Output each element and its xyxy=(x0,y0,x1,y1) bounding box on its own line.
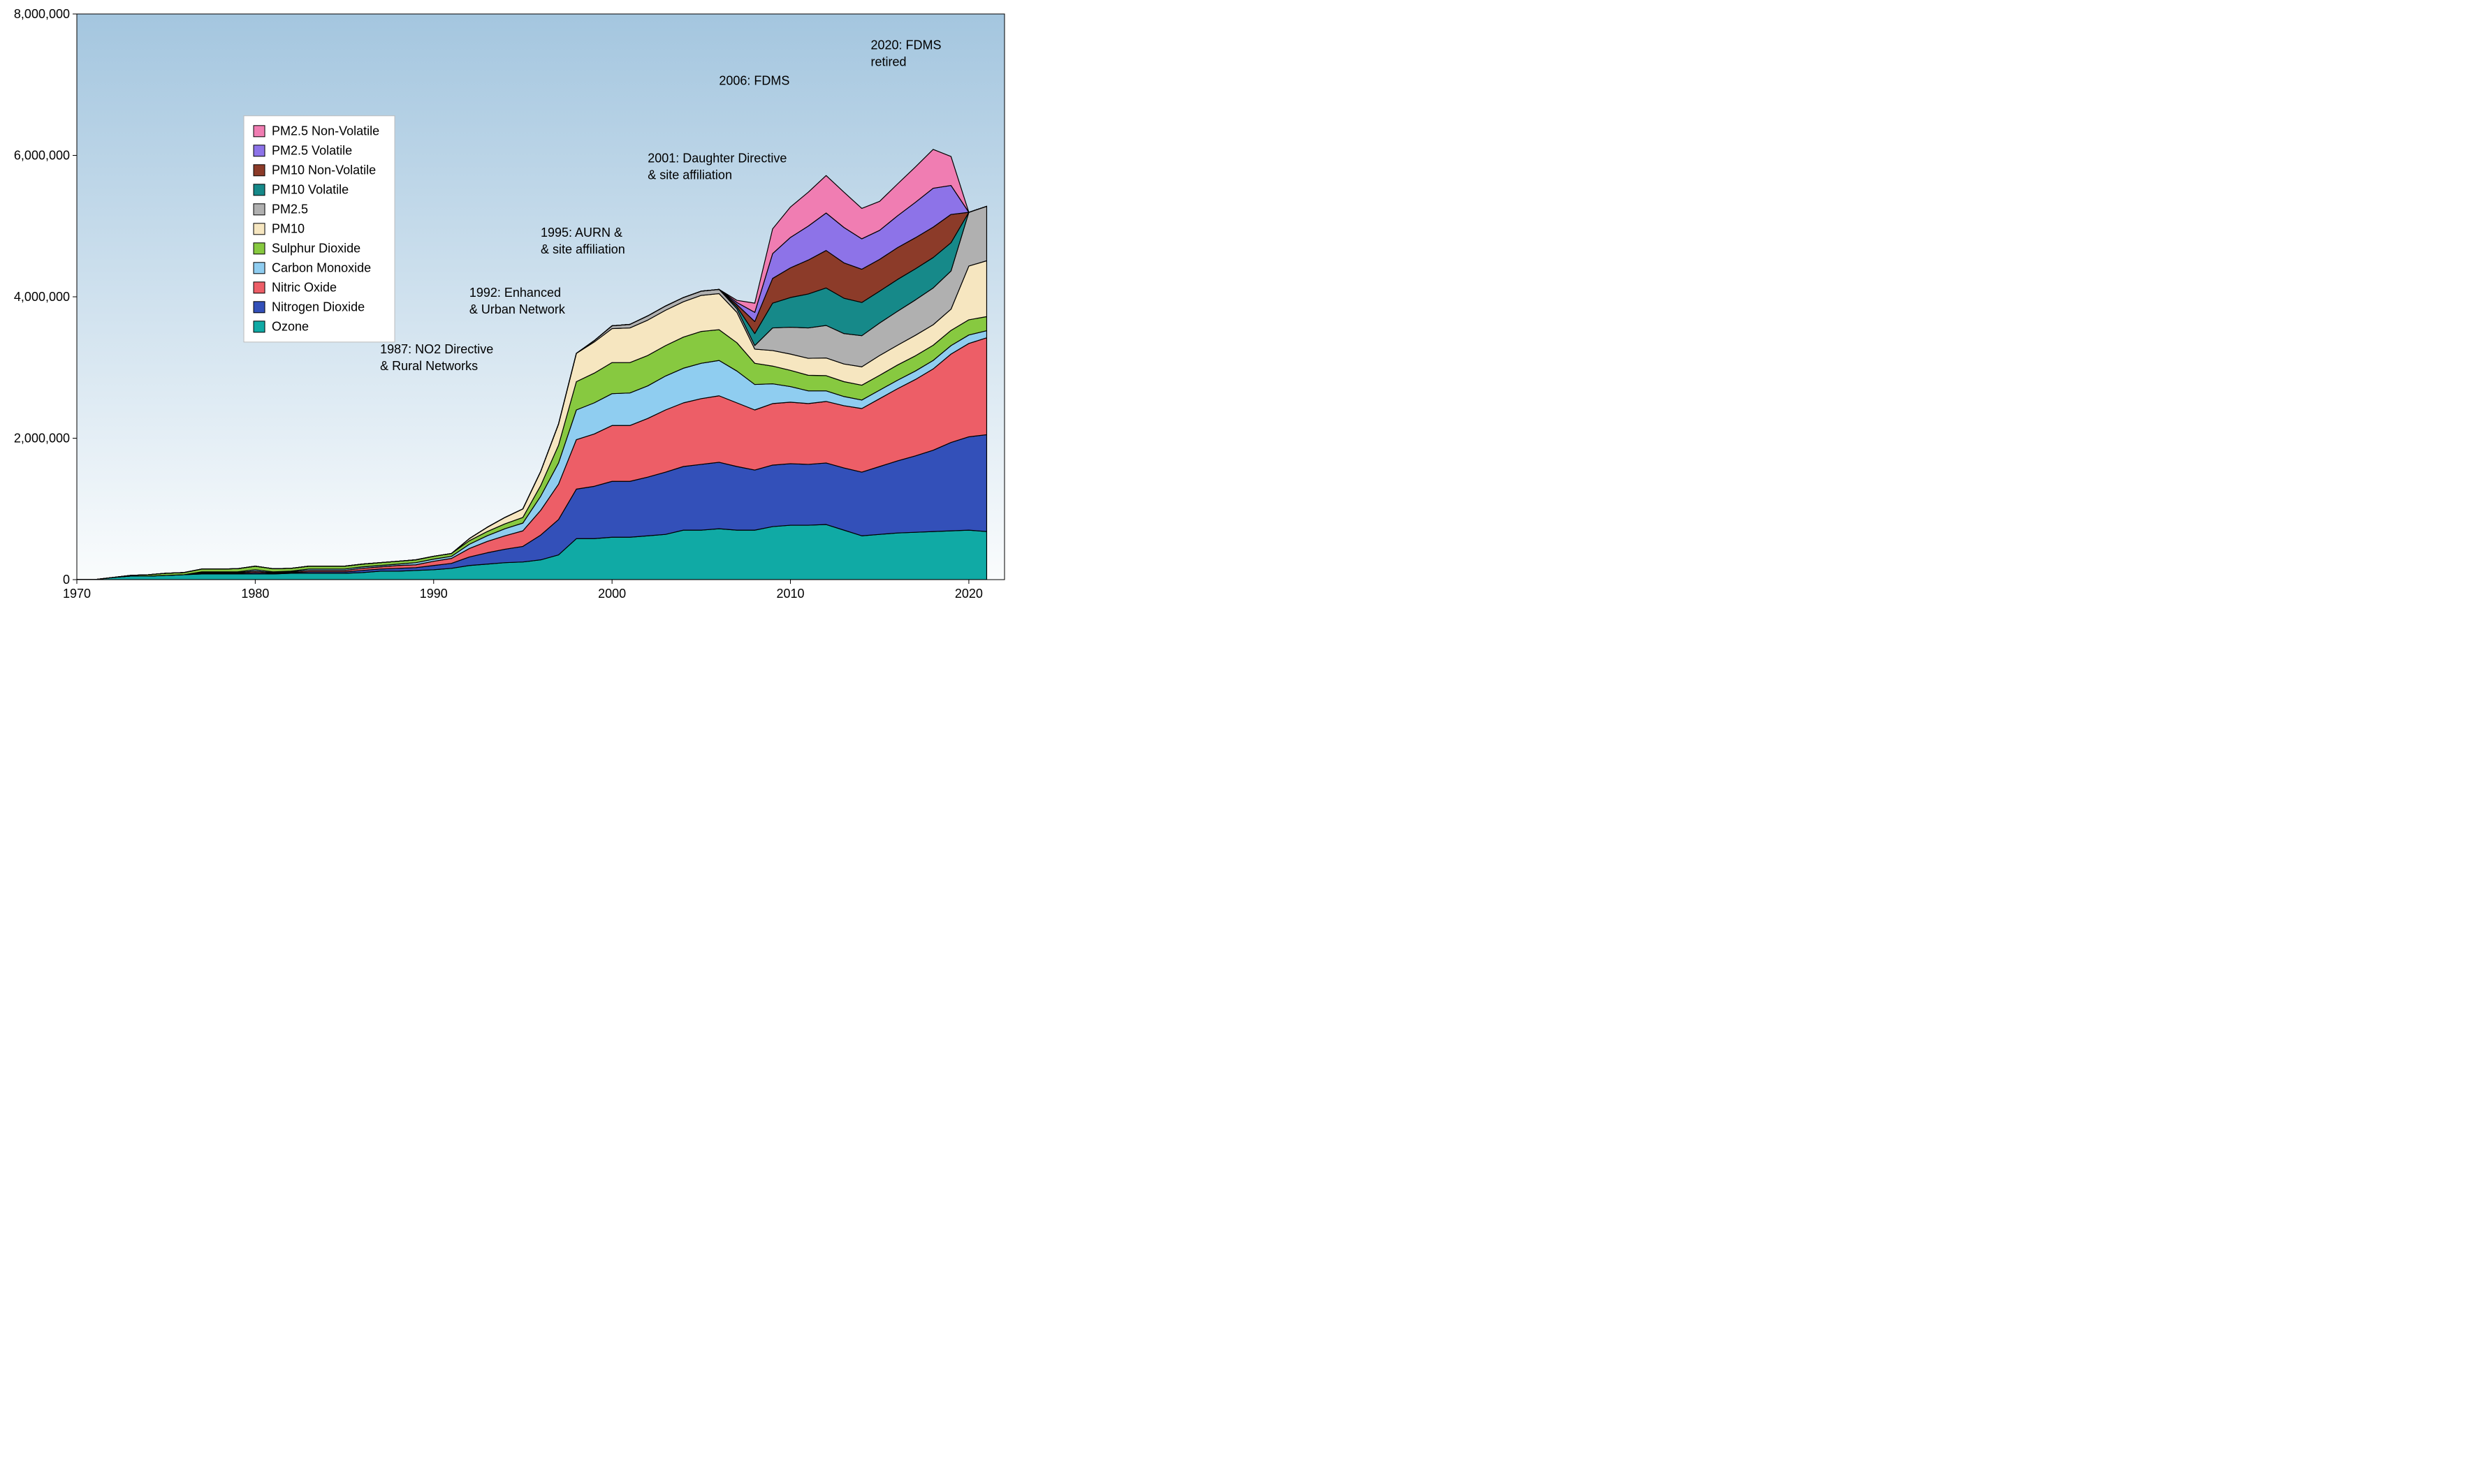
annotation-line: retired xyxy=(870,55,906,69)
x-tick-label: 1990 xyxy=(420,587,448,601)
annotation-line: 1992: Enhanced xyxy=(469,286,561,300)
legend-swatch xyxy=(254,165,265,176)
annotation-line: & site affiliation xyxy=(648,168,732,182)
legend-label: PM10 Volatile xyxy=(272,183,349,197)
y-tick-label: 4,000,000 xyxy=(14,290,70,304)
y-tick-label: 2,000,000 xyxy=(14,432,70,446)
legend-label: PM2.5 Non-Volatile xyxy=(272,124,379,138)
legend-label: PM10 xyxy=(272,222,305,236)
legend-label: Nitric Oxide xyxy=(272,281,337,295)
legend-swatch xyxy=(254,126,265,137)
x-tick-label: 2020 xyxy=(955,587,983,601)
legend-label: Nitrogen Dioxide xyxy=(272,300,365,314)
x-tick-label: 1970 xyxy=(63,587,91,601)
legend-label: PM2.5 xyxy=(272,203,308,216)
legend: PM2.5 Non-Volatile PM2.5 Volatile PM10 Non… xyxy=(244,116,395,342)
legend-swatch xyxy=(254,263,265,274)
legend-label: Carbon Monoxide xyxy=(272,261,371,275)
annotation-line: 1995: AURN & xyxy=(541,226,622,240)
y-tick-label: 0 xyxy=(63,573,70,587)
annotation: 2006: FDMS xyxy=(719,73,789,87)
stacked-area-chart: 0 2,000,000 4,000,000 6,000,000 8,000,000 197… xyxy=(0,0,1025,615)
legend-label: Sulphur Dioxide xyxy=(272,242,360,256)
legend-swatch xyxy=(254,184,265,196)
y-tick-label: 6,000,000 xyxy=(14,149,70,163)
annotation-line: & site affiliation xyxy=(541,242,625,256)
x-tick-label: 1980 xyxy=(241,587,269,601)
x-tick-label: 2010 xyxy=(777,587,805,601)
y-tick-label: 8,000,000 xyxy=(14,7,70,21)
legend-swatch xyxy=(254,282,265,293)
legend-swatch xyxy=(254,321,265,332)
annotation-line: 2001: Daughter Directive xyxy=(648,152,787,166)
annotation-line: & Rural Networks xyxy=(380,359,478,373)
x-tick-label: 2000 xyxy=(598,587,626,601)
legend-label: Ozone xyxy=(272,320,309,334)
legend-label: PM10 Non-Volatile xyxy=(272,163,376,177)
annotation-line: 2020: FDMS xyxy=(870,38,941,52)
annotation-line: 2006: FDMS xyxy=(719,73,789,87)
legend-swatch xyxy=(254,204,265,215)
legend-swatch xyxy=(254,302,265,313)
chart-container: 0 2,000,000 4,000,000 6,000,000 8,000,000 197… xyxy=(0,0,1025,615)
legend-swatch xyxy=(254,145,265,156)
annotation-line: 1987: NO2 Directive xyxy=(380,342,493,356)
legend-label: PM2.5 Volatile xyxy=(272,144,352,158)
legend-swatch xyxy=(254,223,265,235)
annotation-line: & Urban Network xyxy=(469,302,566,316)
legend-swatch xyxy=(254,243,265,254)
